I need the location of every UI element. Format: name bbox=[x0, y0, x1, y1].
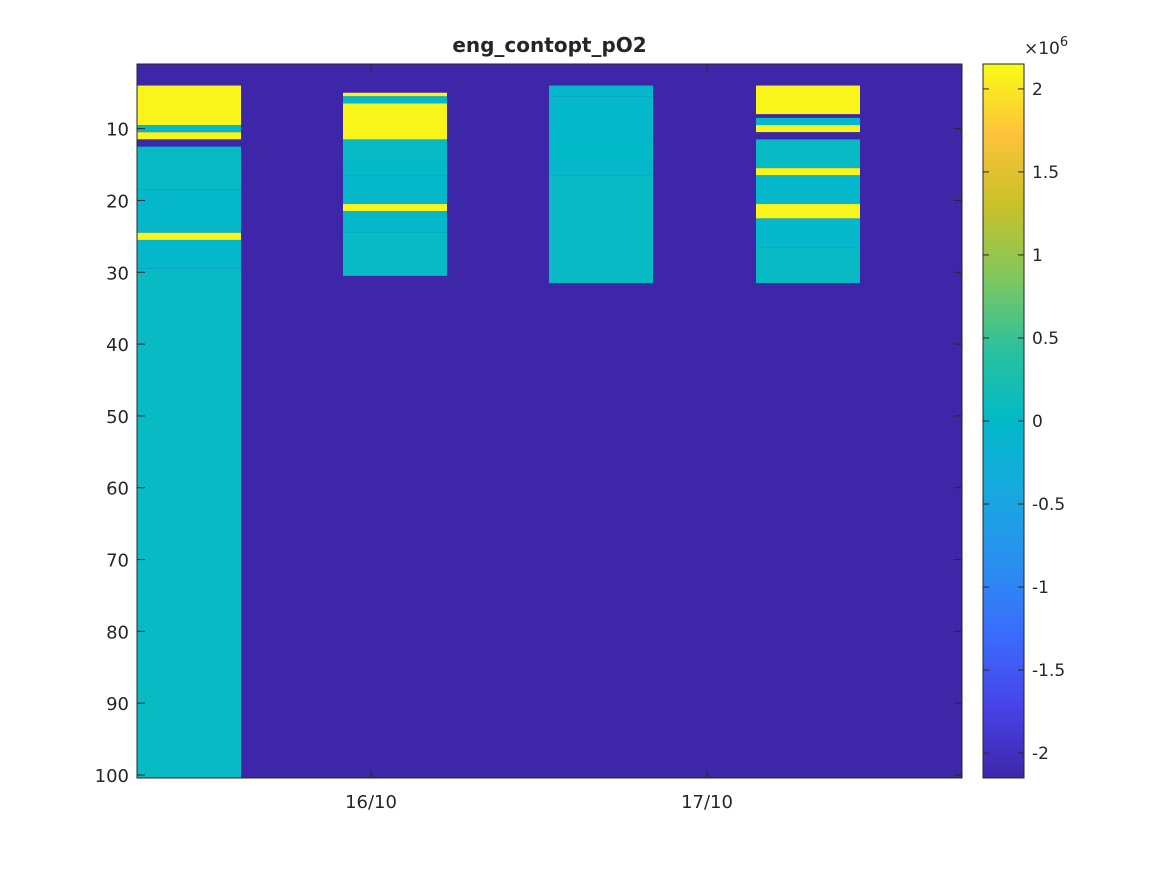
colorbar: 2 1.5 1 0.5 0 -0.5 -1 -1.5 -2 ×106 bbox=[982, 35, 1068, 779]
heatmap-cell bbox=[756, 125, 860, 133]
heatmap-cells bbox=[137, 85, 860, 778]
colorbar-tick-label: 1.5 bbox=[1032, 163, 1059, 183]
heatmap-cell bbox=[137, 125, 241, 133]
colorbar-exponent-power: 6 bbox=[1060, 35, 1068, 50]
colorbar-tick-label: 0.5 bbox=[1032, 329, 1059, 349]
colorbar-exponent: ×106 bbox=[1024, 35, 1068, 59]
heatmap-cell bbox=[343, 232, 447, 276]
heatmap-cell bbox=[549, 139, 653, 161]
heatmap-cell bbox=[137, 132, 241, 140]
heatmap-cell bbox=[549, 96, 653, 140]
y-tick-label: 20 bbox=[106, 191, 129, 212]
y-axis: 10 20 30 40 50 60 70 80 90 100 bbox=[95, 120, 962, 787]
heatmap-cell bbox=[343, 92, 447, 97]
heatmap-cell bbox=[549, 175, 653, 284]
heatmap-cell bbox=[137, 189, 241, 233]
heatmap-cell bbox=[343, 211, 447, 233]
heatmap-cell bbox=[756, 117, 860, 126]
heatmap-cell bbox=[756, 247, 860, 284]
colorbar-gradient bbox=[983, 64, 1024, 778]
colorbar-tick-label: 2 bbox=[1032, 80, 1043, 100]
heatmap-column bbox=[343, 92, 447, 276]
plot-area: 10 20 30 40 50 60 70 80 90 100 16/10 17/10 bbox=[95, 63, 963, 813]
y-tick-label: 80 bbox=[106, 622, 129, 643]
y-tick-label: 90 bbox=[106, 694, 129, 715]
heatmap-cell bbox=[756, 139, 860, 169]
colorbar-tick-label: -1 bbox=[1032, 578, 1049, 598]
y-tick-label: 30 bbox=[106, 263, 129, 284]
heatmap-cell bbox=[137, 139, 241, 147]
chart-title: eng_contopt_pO2 bbox=[452, 33, 646, 57]
heatmap-cell bbox=[343, 96, 447, 104]
x-axis: 16/10 17/10 bbox=[345, 64, 733, 813]
heatmap-cell bbox=[343, 103, 447, 140]
heatmap-cell bbox=[756, 175, 860, 205]
colorbar-tick-label: -1.5 bbox=[1032, 661, 1065, 681]
heatmap-cell bbox=[756, 168, 860, 176]
heatmap-cell bbox=[756, 204, 860, 219]
heatmap-cell bbox=[549, 85, 653, 97]
y-tick-label: 60 bbox=[106, 479, 129, 500]
heatmap-column bbox=[549, 85, 653, 284]
heatmap-cell bbox=[756, 132, 860, 140]
heatmap-column bbox=[756, 85, 860, 284]
colorbar-tick-label: 1 bbox=[1032, 246, 1043, 266]
heatmap-cell bbox=[343, 139, 447, 161]
colorbar-exponent-base: ×10 bbox=[1024, 39, 1060, 59]
heatmap-cell bbox=[137, 239, 241, 269]
heatmap-column bbox=[137, 85, 241, 778]
heatmap-cell bbox=[756, 114, 860, 118]
heatmap-cell bbox=[137, 268, 241, 778]
heatmap-cell bbox=[137, 146, 241, 190]
colorbar-tick-label: -2 bbox=[1032, 744, 1049, 764]
y-tick-label: 70 bbox=[106, 551, 129, 572]
y-tick-label: 40 bbox=[106, 335, 129, 356]
heatmap-cell bbox=[343, 175, 447, 205]
heatmap-cell bbox=[756, 85, 860, 115]
heatmap-cell bbox=[549, 160, 653, 176]
colorbar-tick-label: 0 bbox=[1032, 412, 1043, 432]
heatmap-cell bbox=[343, 160, 447, 176]
heatmap-cell bbox=[343, 204, 447, 212]
y-tick-label: 50 bbox=[106, 407, 129, 428]
colorbar-tick-label: -0.5 bbox=[1032, 495, 1065, 515]
plot-frame bbox=[136, 63, 963, 779]
heatmap-cell bbox=[756, 218, 860, 248]
colorbar-ticks: 2 1.5 1 0.5 0 -0.5 -1 -1.5 -2 bbox=[983, 80, 1065, 764]
x-tick-label: 17/10 bbox=[681, 792, 733, 813]
y-tick-label: 100 bbox=[95, 766, 129, 787]
heatmap-cell bbox=[137, 85, 241, 126]
heatmap-cell bbox=[137, 232, 241, 240]
y-tick-label: 10 bbox=[106, 120, 129, 141]
x-tick-label: 16/10 bbox=[345, 792, 397, 813]
